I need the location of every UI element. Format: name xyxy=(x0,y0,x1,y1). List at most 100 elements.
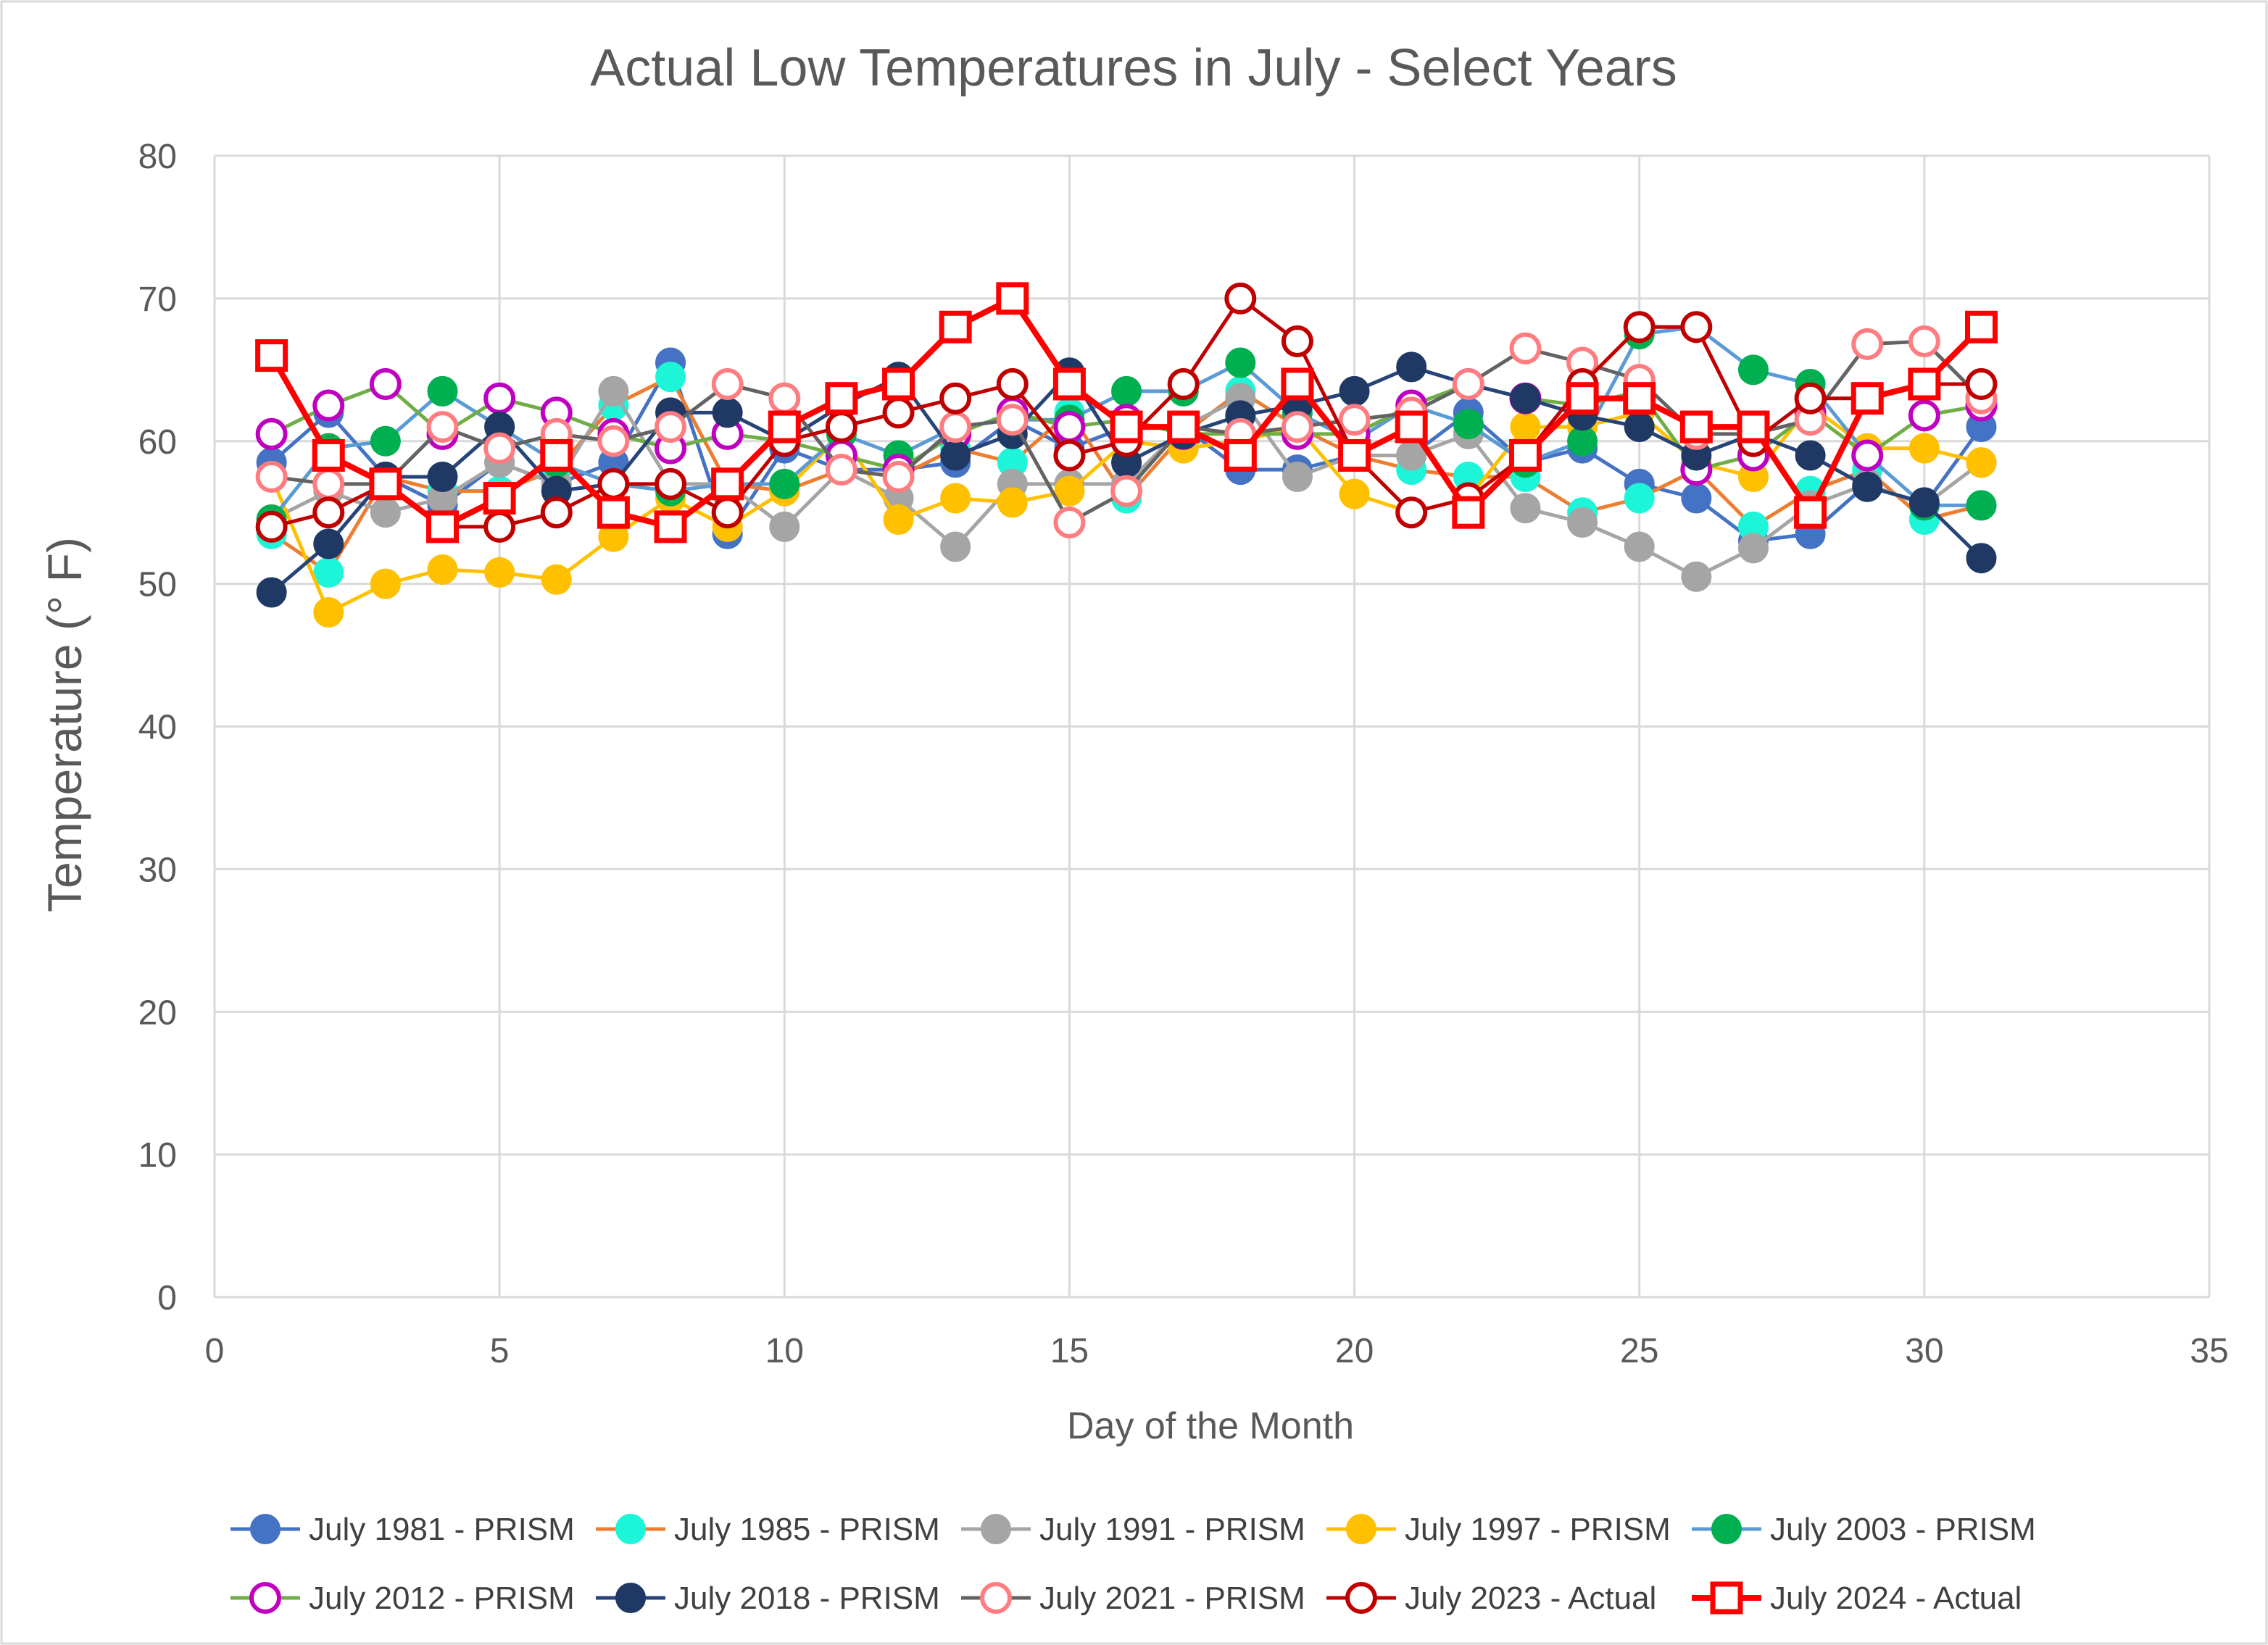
data-point xyxy=(882,396,915,429)
series-layer xyxy=(255,282,1998,628)
data-point xyxy=(1510,383,1541,414)
x-axis-title: Day of the Month xyxy=(1067,1405,1354,1447)
data-point xyxy=(1510,412,1541,443)
data-point xyxy=(483,432,516,465)
data-point xyxy=(1795,440,1826,471)
x-tick-label: 0 xyxy=(205,1332,225,1370)
data-point xyxy=(1623,382,1656,415)
y-tick-label: 50 xyxy=(138,566,177,604)
data-point xyxy=(369,467,402,501)
data-point xyxy=(1681,483,1712,514)
data-point xyxy=(1225,347,1256,378)
data-point xyxy=(255,339,288,372)
data-point xyxy=(1624,483,1655,514)
data-point xyxy=(1737,354,1769,386)
legend-marker xyxy=(250,1514,281,1544)
data-point xyxy=(255,510,288,543)
data-point xyxy=(1224,282,1257,315)
data-point xyxy=(1395,496,1428,529)
data-point xyxy=(1053,411,1086,443)
data-point xyxy=(768,382,801,415)
legend-label: July 2018 - PRISM xyxy=(674,1581,940,1616)
data-point xyxy=(312,496,345,529)
data-point xyxy=(1054,475,1085,507)
data-point xyxy=(996,404,1029,436)
data-point xyxy=(654,510,687,544)
x-tick-label: 25 xyxy=(1620,1332,1658,1370)
data-point xyxy=(883,504,914,536)
data-point xyxy=(940,440,971,471)
data-point xyxy=(768,410,801,443)
data-point xyxy=(996,282,1029,315)
y-axis-title: Temperature (° F) xyxy=(38,537,91,912)
y-tick-label: 80 xyxy=(138,138,177,176)
data-point xyxy=(540,438,573,472)
data-point xyxy=(483,382,516,415)
data-point xyxy=(1167,368,1200,400)
data-point xyxy=(597,496,630,529)
data-point xyxy=(1908,367,1941,401)
data-point xyxy=(712,397,743,428)
data-point xyxy=(597,425,630,457)
data-point xyxy=(1908,433,1940,464)
data-point xyxy=(1110,410,1143,443)
data-point xyxy=(1851,439,1884,472)
data-point xyxy=(1281,411,1313,443)
legend-item: July 1991 - PRISM xyxy=(961,1512,1305,1547)
data-point xyxy=(256,577,287,608)
x-tick-label: 20 xyxy=(1335,1332,1374,1370)
data-point xyxy=(370,425,401,457)
data-point xyxy=(769,468,800,499)
legend-marker xyxy=(980,1582,1012,1614)
legend-label: July 2012 - PRISM xyxy=(309,1581,575,1616)
legend-item: July 2024 - Actual xyxy=(1692,1581,2022,1616)
data-point xyxy=(1737,533,1769,564)
y-tick-label: 40 xyxy=(138,709,177,747)
x-tick-label: 15 xyxy=(1050,1332,1089,1370)
data-point xyxy=(255,417,288,450)
y-tick-label: 60 xyxy=(138,423,177,462)
data-point xyxy=(1395,410,1428,443)
y-tick-label: 0 xyxy=(157,1279,177,1317)
legend-marker xyxy=(615,1514,646,1544)
data-point xyxy=(1110,475,1143,507)
data-point xyxy=(1224,438,1257,472)
data-point xyxy=(1281,325,1313,357)
data-point xyxy=(426,411,459,443)
data-point xyxy=(1339,478,1370,509)
data-point xyxy=(1624,412,1655,443)
data-point xyxy=(1338,438,1371,472)
data-point xyxy=(1567,507,1598,538)
x-tick-label: 5 xyxy=(490,1332,510,1370)
data-point xyxy=(1053,506,1086,538)
data-point xyxy=(370,568,401,599)
data-point xyxy=(1623,311,1656,343)
data-point xyxy=(1852,471,1883,502)
data-point xyxy=(369,368,402,400)
y-tick-label: 20 xyxy=(138,994,177,1032)
data-point xyxy=(1339,375,1370,407)
data-point xyxy=(1680,311,1713,343)
data-point xyxy=(483,510,516,543)
data-point xyxy=(882,367,915,401)
y-tick-label: 10 xyxy=(138,1136,177,1175)
data-point xyxy=(655,467,687,500)
data-point xyxy=(1282,461,1313,492)
data-point xyxy=(313,597,344,628)
data-point xyxy=(1794,382,1827,415)
legend: July 1981 - PRISM July 1985 - PRISM July 1… xyxy=(230,1512,2036,1616)
data-point xyxy=(1681,561,1712,592)
data-point xyxy=(769,511,800,542)
data-point xyxy=(1964,310,1998,343)
data-point xyxy=(1908,399,1940,432)
legend-marker xyxy=(249,1582,281,1614)
data-point xyxy=(1966,543,1997,574)
data-point xyxy=(1452,496,1485,529)
data-point xyxy=(313,528,344,559)
data-point xyxy=(825,382,858,415)
data-point xyxy=(1966,490,1997,521)
data-point xyxy=(427,554,458,585)
data-point xyxy=(255,460,288,493)
axes: 0 5 10 15 20 25 30 35 0 10 20 30 40 50 60 70 80 xyxy=(138,138,2229,1370)
